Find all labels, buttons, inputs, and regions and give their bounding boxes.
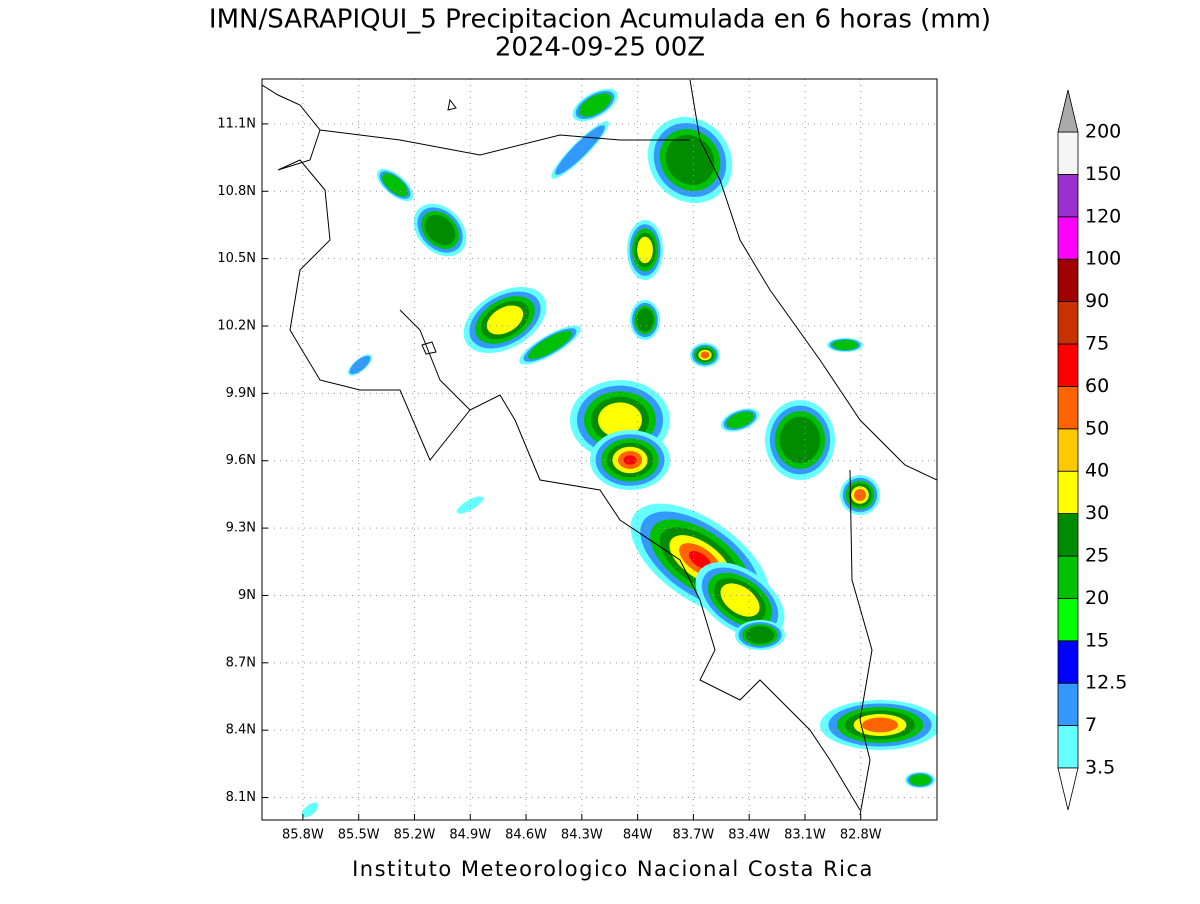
rain-area (636, 308, 654, 332)
colorbar-under (1057, 767, 1079, 811)
colorbar-label: 75 (1085, 333, 1109, 355)
colorbar-segment (1057, 555, 1079, 599)
colorbar-segment (1057, 216, 1079, 260)
colorbar-label: 50 (1085, 417, 1109, 439)
x-tick-label: 83.4W (728, 828, 770, 843)
y-tick-label: 9.9N (226, 386, 256, 401)
rain-area (637, 236, 653, 264)
footer: Instituto Meteorologico Nacional Costa R… (352, 857, 874, 881)
rain-area (720, 583, 760, 617)
lake-island (447, 98, 457, 111)
x-tick-label: 84.9W (449, 828, 491, 843)
colorbar-label: 25 (1085, 545, 1109, 567)
rain-area (623, 455, 637, 465)
y-tick-label: 9.3N (226, 521, 256, 536)
x-tick-label: 82.8W (840, 828, 882, 843)
colorbar-segment (1057, 640, 1079, 684)
rain-area (726, 411, 754, 429)
grid: 85.8W 85.5W 85.2W 84.9W 84.6W 84.3W 84W 83.7W 83… (217, 79, 937, 843)
precipitation-field (301, 88, 937, 818)
coastlines (262, 79, 937, 816)
panama-border (849, 469, 873, 816)
y-tick-label: 10.5N (217, 251, 256, 266)
colorbar-label: 150 (1085, 163, 1121, 185)
y-tick-label: 8.7N (226, 655, 256, 670)
colorbar-segment (1057, 598, 1079, 642)
title: IMN/SARAPIQUI_5 Precipitacion Acumulada … (209, 5, 991, 35)
colorbar-label: 40 (1085, 460, 1109, 482)
colorbar-segment (1057, 301, 1079, 345)
colorbar-label: 7 (1085, 714, 1097, 736)
colorbar-label: 60 (1085, 375, 1109, 397)
rain-area (688, 550, 712, 570)
x-tick-label: 85.5W (338, 828, 380, 843)
colorbar-segment (1057, 725, 1079, 769)
x-tick-label: 85.8W (282, 828, 324, 843)
rain-area (578, 93, 612, 117)
y-tick-label: 8.1N (226, 790, 256, 805)
colorbar-label: 30 (1085, 502, 1109, 524)
rain-area (382, 173, 408, 197)
rain-area (854, 489, 866, 501)
y-tick-label: 11.1N (217, 116, 256, 131)
rain-area (598, 402, 642, 438)
x-tick-label: 84.3W (561, 828, 603, 843)
x-tick-label: 83.7W (672, 828, 714, 843)
colorbar-label: 3.5 (1085, 757, 1115, 779)
chira-island (421, 341, 437, 355)
nicaragua-border (319, 129, 690, 156)
rain-area (862, 717, 898, 733)
colorbar-label: 90 (1085, 290, 1109, 312)
nicoya-gulf (399, 309, 471, 411)
colorbar-label: 100 (1085, 248, 1121, 270)
colorbar-label: 200 (1085, 121, 1121, 143)
colorbar-segment (1057, 173, 1079, 218)
colorbar-label: 15 (1085, 629, 1109, 651)
colorbar-segment (1057, 385, 1079, 430)
colorbar-label: 12.5 (1085, 672, 1127, 694)
colorbar-segment (1057, 470, 1079, 515)
y-tick-label: 8.4N (226, 723, 256, 738)
colorbar-over (1057, 89, 1079, 133)
rain-area (486, 305, 524, 335)
map-frame (261, 78, 938, 821)
colorbar-label: 120 (1085, 205, 1121, 227)
rain-area (349, 355, 371, 375)
x-tick-label: 84W (623, 828, 653, 843)
colorbar-segment (1057, 682, 1079, 727)
rain-area (832, 339, 858, 351)
x-tick-label: 84.6W (505, 828, 547, 843)
rain-area (424, 214, 456, 246)
subtitle: 2024-09-25 00Z (495, 33, 705, 63)
colorbar: 3.5 7 12.5 15 20 25 30 40 50 60 75 90 100 120 150 200 (1057, 89, 1127, 811)
rain-area (665, 135, 715, 185)
colorbar-segment (1057, 513, 1079, 557)
rain-area (301, 802, 319, 818)
caribbean-coast (689, 79, 937, 481)
rain-area (555, 125, 605, 175)
colorbar-segment (1057, 258, 1079, 303)
y-tick-label: 10.2N (217, 319, 256, 334)
x-tick-label: 83.1W (784, 828, 826, 843)
rain-area (779, 416, 821, 464)
rain-area (700, 351, 710, 359)
rain-area (909, 774, 931, 786)
rain-area (745, 626, 775, 644)
y-tick-label: 9N (238, 588, 256, 603)
y-tick-label: 10.8N (217, 184, 256, 199)
colorbar-segment (1057, 428, 1079, 472)
colorbar-segment (1057, 343, 1079, 387)
colorbar-segment (1057, 131, 1079, 175)
y-tick-label: 9.6N (226, 453, 256, 468)
rain-area (527, 330, 573, 360)
colorbar-label: 20 (1085, 587, 1109, 609)
x-tick-label: 85.2W (394, 828, 436, 843)
